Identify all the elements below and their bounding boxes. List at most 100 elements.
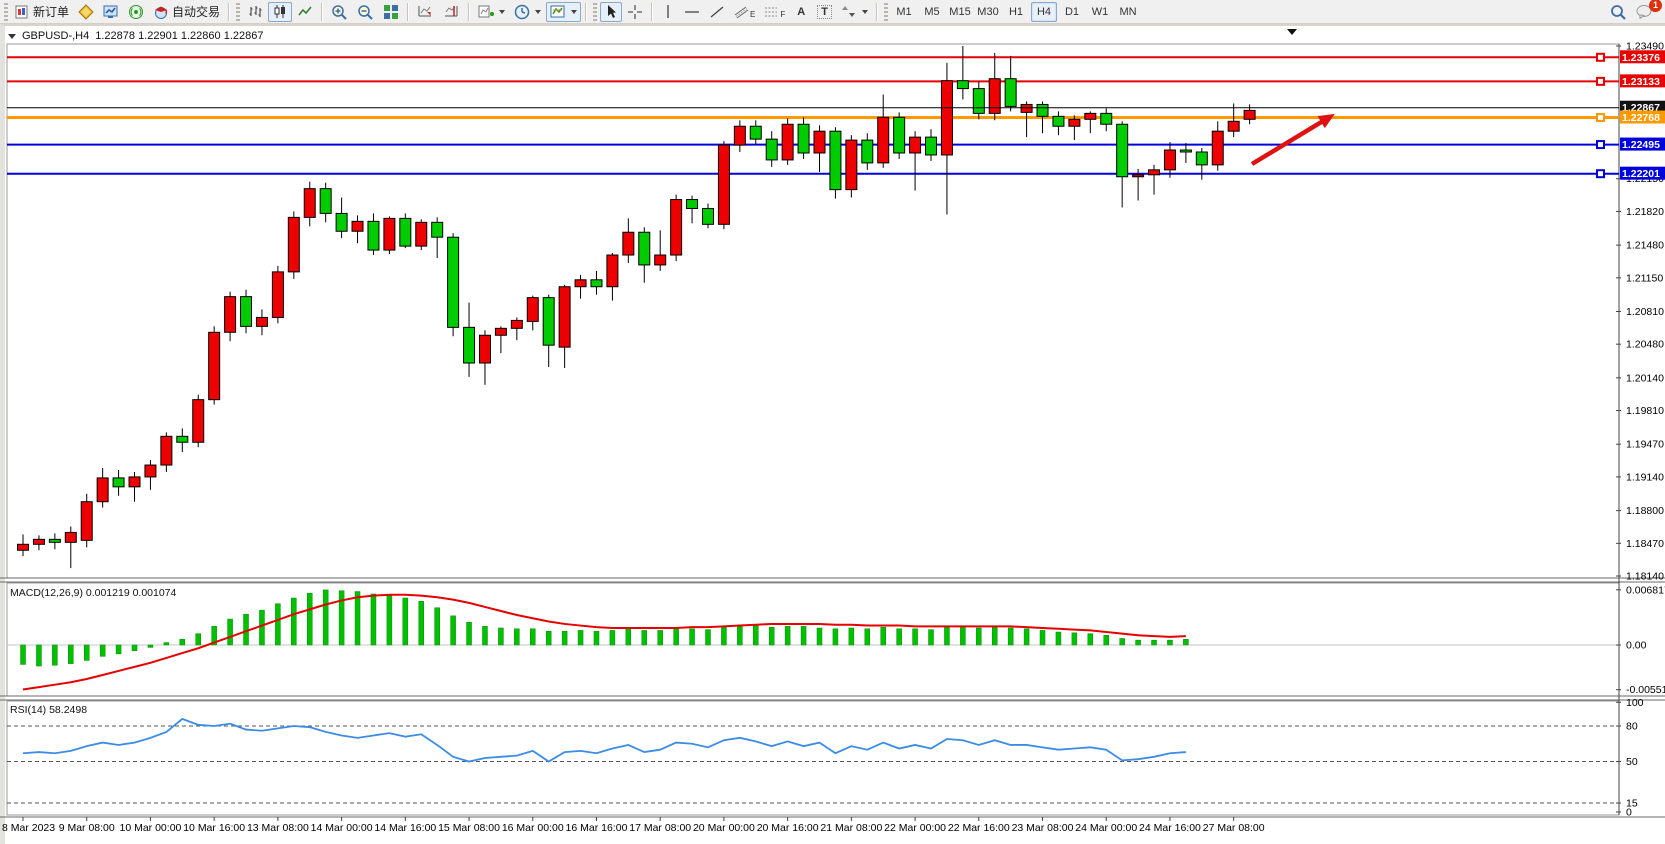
timeframe-W1[interactable]: W1 [1091, 5, 1109, 18]
symbol-dropdown-icon[interactable] [8, 33, 16, 39]
rsi-tick-label: 80 [1626, 721, 1638, 733]
line-handle[interactable] [1596, 169, 1605, 179]
templates-button[interactable] [546, 1, 582, 22]
auto-scroll-button[interactable] [413, 2, 438, 22]
macd-histogram-bar [864, 628, 871, 646]
tile-windows-button[interactable] [379, 2, 403, 22]
date-tick-label: 24 Mar 16:00 [1139, 822, 1201, 834]
chevron-down-icon[interactable] [862, 9, 868, 14]
macd-histogram-bar [83, 644, 90, 661]
chart-title-bar[interactable]: GBPUSD-,H4 1.22878 1.22901 1.22860 1.228… [8, 29, 263, 43]
search-icon [1611, 4, 1626, 20]
macd-histogram-bar [577, 630, 584, 646]
vertical-line-tool-button[interactable] [657, 2, 679, 22]
candle-body [255, 316, 268, 327]
chevron-down-icon[interactable] [571, 9, 578, 14]
arrows-tool-button[interactable] [837, 2, 872, 22]
date-tick-label: 21 Mar 08:00 [820, 822, 882, 834]
price-tick-label: 1.19810 [1626, 405, 1664, 417]
price-line-badge[interactable] [1620, 110, 1665, 124]
timeframe-M5[interactable]: M5 [924, 5, 940, 18]
channel-sub-glyph: E [750, 10, 756, 19]
add-indicator-button[interactable] [474, 2, 509, 22]
macd-histogram-bar [68, 644, 74, 664]
chart-shift-marker[interactable] [1287, 29, 1297, 35]
timeframe-M30[interactable]: M30 [977, 5, 999, 18]
signals-button[interactable] [124, 2, 148, 22]
price-tick-label: 1.21150 [1626, 272, 1663, 284]
macd-histogram-bar [338, 590, 345, 646]
search-button[interactable] [1606, 2, 1631, 22]
candle-body [988, 78, 1001, 114]
text-tool-button[interactable]: A [790, 2, 812, 22]
macd-histogram-bar [514, 628, 520, 646]
periods-button[interactable] [510, 2, 545, 22]
trend-arrow-head[interactable] [1317, 113, 1335, 129]
line-handle[interactable] [1596, 76, 1605, 86]
market-button[interactable] [74, 2, 98, 22]
zoom-in-button[interactable] [327, 2, 352, 22]
price-tick-label: 1.20480 [1626, 339, 1664, 351]
cursor-icon [608, 5, 617, 18]
auto-trading-button[interactable]: 自动交易 [149, 2, 224, 22]
crosshair-tool-button[interactable] [623, 2, 647, 22]
candle-body [1084, 112, 1097, 120]
fibonacci-tool-button[interactable]: F [760, 2, 789, 22]
chevron-down-icon[interactable] [535, 9, 542, 14]
zoom-out-button[interactable] [353, 2, 378, 22]
date-tick-label: 8 Mar 2023 [2, 822, 55, 834]
timeframe-H4[interactable]: H4 [1031, 1, 1057, 22]
candle-body [48, 538, 61, 543]
price-line-badge[interactable] [1620, 74, 1665, 88]
price-tick-label: 1.19470 [1626, 439, 1664, 451]
line-chart-type-button[interactable] [293, 2, 317, 22]
timeframe-M1[interactable]: M1 [896, 5, 912, 18]
main-toolbar: 新订单 自动交易 [0, 0, 1665, 24]
macd-histogram-bar [737, 625, 743, 646]
cursor-tool-button[interactable] [600, 1, 623, 22]
timeframe-D1[interactable]: D1 [1064, 5, 1080, 18]
timeframe-H1[interactable]: H1 [1008, 5, 1024, 18]
price-tick-label: 1.19140 [1626, 471, 1664, 483]
macd-histogram-bar [625, 628, 632, 646]
toolbar-grip[interactable] [593, 2, 598, 21]
new-order-icon [15, 5, 28, 18]
macd-histogram-bar [816, 627, 823, 646]
trend-arrow[interactable] [1250, 116, 1330, 166]
candle-body [351, 220, 364, 232]
equidistant-channel-icon [734, 6, 749, 18]
chevron-down-icon[interactable] [499, 9, 506, 14]
line-handle[interactable] [1596, 140, 1605, 150]
candle-body [287, 216, 300, 273]
macd-histogram-bar [482, 626, 488, 646]
macd-histogram-bar [896, 628, 902, 646]
candle-body [1116, 123, 1129, 178]
trendline-tool-button[interactable] [705, 2, 729, 22]
timeframe-MN[interactable]: MN [1119, 5, 1137, 18]
toolbar-grip[interactable] [236, 2, 241, 21]
toolbar-grip[interactable] [884, 2, 888, 21]
line-handle[interactable] [1596, 113, 1605, 123]
candle-body [940, 80, 953, 156]
bar-chart-type-button[interactable] [243, 2, 267, 22]
text-label-tool-button[interactable]: T [813, 2, 836, 22]
timeframe-M15[interactable]: M15 [949, 5, 971, 18]
new-order-button[interactable]: 新订单 [11, 2, 73, 22]
chart-shift-button[interactable] [439, 2, 464, 22]
price-line-badge[interactable] [1620, 50, 1665, 64]
macd-histogram-bar [641, 630, 648, 646]
toolbar-grip[interactable] [4, 2, 8, 21]
price-line-badge-label: 1.23376 [1622, 52, 1660, 64]
candle-body [1036, 103, 1049, 117]
notifications-button[interactable]: 1 [1632, 0, 1662, 22]
price-line-badge[interactable] [1620, 166, 1665, 180]
line-handle[interactable] [1596, 52, 1605, 62]
text-tool-icon: A [797, 5, 806, 18]
macd-histogram-bar [928, 629, 934, 646]
charts-button[interactable] [99, 2, 123, 22]
channel-tool-button[interactable]: E [730, 2, 759, 22]
price-line-badge[interactable] [1620, 137, 1665, 151]
horizontal-line-tool-button[interactable] [680, 2, 704, 22]
candlestick-chart-type-button[interactable] [268, 1, 293, 22]
macd-histogram-bar [912, 628, 918, 646]
